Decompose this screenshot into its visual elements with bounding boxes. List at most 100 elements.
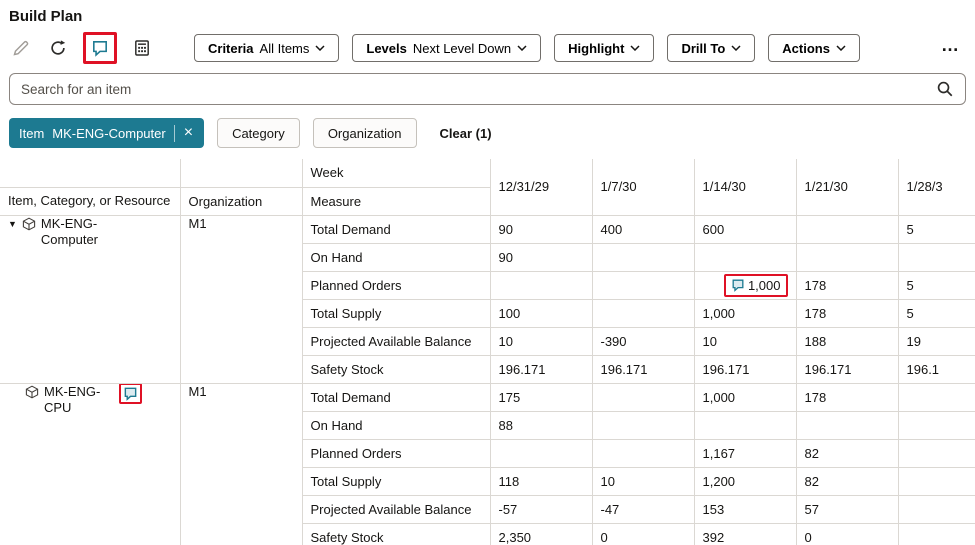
grid-cell[interactable]: 10: [693, 326, 797, 356]
item-box-icon: [25, 385, 39, 398]
more-actions-button[interactable]: …: [941, 34, 960, 55]
grid-cell[interactable]: 400: [591, 214, 695, 244]
filter-chip-bar: Item MK-ENG-Computer × Category Organiza…: [9, 118, 966, 148]
grid-cell[interactable]: 153: [693, 494, 797, 524]
search-icon[interactable]: [936, 80, 954, 98]
column-header-date[interactable]: 1/14/30: [693, 159, 797, 216]
grid-cell[interactable]: [795, 410, 899, 440]
week-header: Week: [301, 159, 491, 188]
measure-label: Planned Orders: [301, 270, 491, 300]
grid-cell-with-note[interactable]: 1,000: [693, 270, 797, 300]
note-icon[interactable]: [731, 278, 745, 292]
grid-cell[interactable]: [693, 242, 797, 272]
grid-cell[interactable]: 392: [693, 522, 797, 545]
grid-cell[interactable]: [897, 438, 975, 468]
grid-cell[interactable]: 196.171: [693, 354, 797, 384]
table-row: Planned Orders 1,000 178 5: [0, 270, 975, 300]
grid-cell[interactable]: [591, 298, 695, 328]
grid-cell[interactable]: 0: [591, 522, 695, 545]
grid-cell[interactable]: 1,167: [693, 438, 797, 468]
grid-cell[interactable]: 5: [897, 298, 975, 328]
grid-cell[interactable]: 175: [489, 382, 593, 412]
grid-cell[interactable]: 1,000: [693, 382, 797, 412]
grid-cell[interactable]: [489, 438, 593, 468]
grid-cell[interactable]: [897, 382, 975, 412]
organization-header: Organization: [179, 186, 303, 216]
grid-cell[interactable]: [591, 270, 695, 300]
grid-cell[interactable]: 1,000: [693, 298, 797, 328]
column-header-date[interactable]: 1/28/3: [897, 159, 975, 216]
levels-value: Next Level Down: [412, 40, 512, 56]
grid-cell[interactable]: 178: [795, 298, 899, 328]
grid-cell[interactable]: 88: [489, 410, 593, 440]
table-row: Total Supply 100 1,000 178 5: [0, 298, 975, 328]
edit-pencil-icon[interactable]: [9, 36, 33, 60]
grid-cell[interactable]: 196.171: [489, 354, 593, 384]
filter-chip-category[interactable]: Category: [217, 118, 300, 148]
grid-cell[interactable]: [897, 242, 975, 272]
filter-chip-organization[interactable]: Organization: [312, 118, 417, 148]
grid-cell[interactable]: 178: [795, 382, 899, 412]
grid-cell[interactable]: -57: [489, 494, 593, 524]
grid-cell[interactable]: 118: [489, 466, 593, 496]
grid-cell[interactable]: 600: [693, 214, 797, 244]
grid-cell[interactable]: [693, 410, 797, 440]
chevron-down-icon: [630, 45, 640, 51]
grid-cell[interactable]: 2,350: [489, 522, 593, 545]
calculator-icon[interactable]: [130, 36, 154, 60]
grid-cell[interactable]: 100: [489, 298, 593, 328]
grid-cell[interactable]: 0: [795, 522, 899, 545]
grid-cell[interactable]: [897, 410, 975, 440]
note-icon[interactable]: [123, 386, 138, 401]
column-header-date[interactable]: 12/31/29: [489, 159, 593, 216]
column-header-date[interactable]: 1/21/30: [795, 159, 899, 216]
grid-cell[interactable]: [591, 382, 695, 412]
drill-to-dropdown[interactable]: Drill To: [667, 34, 756, 62]
actions-dropdown[interactable]: Actions: [768, 34, 860, 62]
grid-cell[interactable]: 90: [489, 242, 593, 272]
grid-cell[interactable]: [591, 242, 695, 272]
grid-cell[interactable]: 5: [897, 214, 975, 244]
measure-label: Projected Available Balance: [301, 326, 491, 356]
refresh-icon[interactable]: [46, 36, 70, 60]
grid-cell[interactable]: [591, 410, 695, 440]
measure-label: Total Supply: [301, 298, 491, 328]
grid-cell[interactable]: 178: [795, 270, 899, 300]
highlight-dropdown[interactable]: Highlight: [554, 34, 655, 62]
grid-cell[interactable]: 5: [897, 270, 975, 300]
search-input[interactable]: [21, 81, 928, 97]
grid-cell[interactable]: [489, 270, 593, 300]
grid-cell[interactable]: -47: [591, 494, 695, 524]
toolbar: Criteria All Items Levels Next Level Dow…: [9, 32, 966, 64]
grid-cell[interactable]: 196.171: [795, 354, 899, 384]
grid-cell[interactable]: 1,200: [693, 466, 797, 496]
remove-filter-icon[interactable]: ×: [183, 124, 194, 141]
criteria-dropdown[interactable]: Criteria All Items: [194, 34, 340, 62]
grid-cell[interactable]: [897, 494, 975, 524]
grid-cell[interactable]: [795, 214, 899, 244]
column-header-date[interactable]: 1/7/30: [591, 159, 695, 216]
grid-cell[interactable]: 19: [897, 326, 975, 356]
grid-cell[interactable]: [897, 466, 975, 496]
clear-filters-link[interactable]: Clear (1): [439, 125, 492, 141]
grid-cell[interactable]: 90: [489, 214, 593, 244]
grid-cell[interactable]: 196.171: [591, 354, 695, 384]
note-icon[interactable]: [88, 36, 112, 60]
grid-cell[interactable]: -390: [591, 326, 695, 356]
item-cell-mk-eng-computer[interactable]: ▼ MK-ENG-Computer: [0, 214, 181, 384]
grid-cell[interactable]: 82: [795, 466, 899, 496]
grid-cell[interactable]: [897, 522, 975, 545]
grid-cell[interactable]: 57: [795, 494, 899, 524]
item-cell-mk-eng-cpu[interactable]: MK-ENG-CPU: [0, 382, 181, 545]
grid-cell[interactable]: 82: [795, 438, 899, 468]
grid-cell[interactable]: [795, 242, 899, 272]
grid-cell[interactable]: [591, 438, 695, 468]
grid-cell[interactable]: 188: [795, 326, 899, 356]
grid-cell[interactable]: 196.1: [897, 354, 975, 384]
collapse-triangle-icon[interactable]: ▼: [8, 218, 17, 229]
grid-cell[interactable]: 10: [591, 466, 695, 496]
filter-chip-item[interactable]: Item MK-ENG-Computer ×: [9, 118, 205, 148]
levels-dropdown[interactable]: Levels Next Level Down: [352, 34, 542, 62]
grid-cell[interactable]: 10: [489, 326, 593, 356]
